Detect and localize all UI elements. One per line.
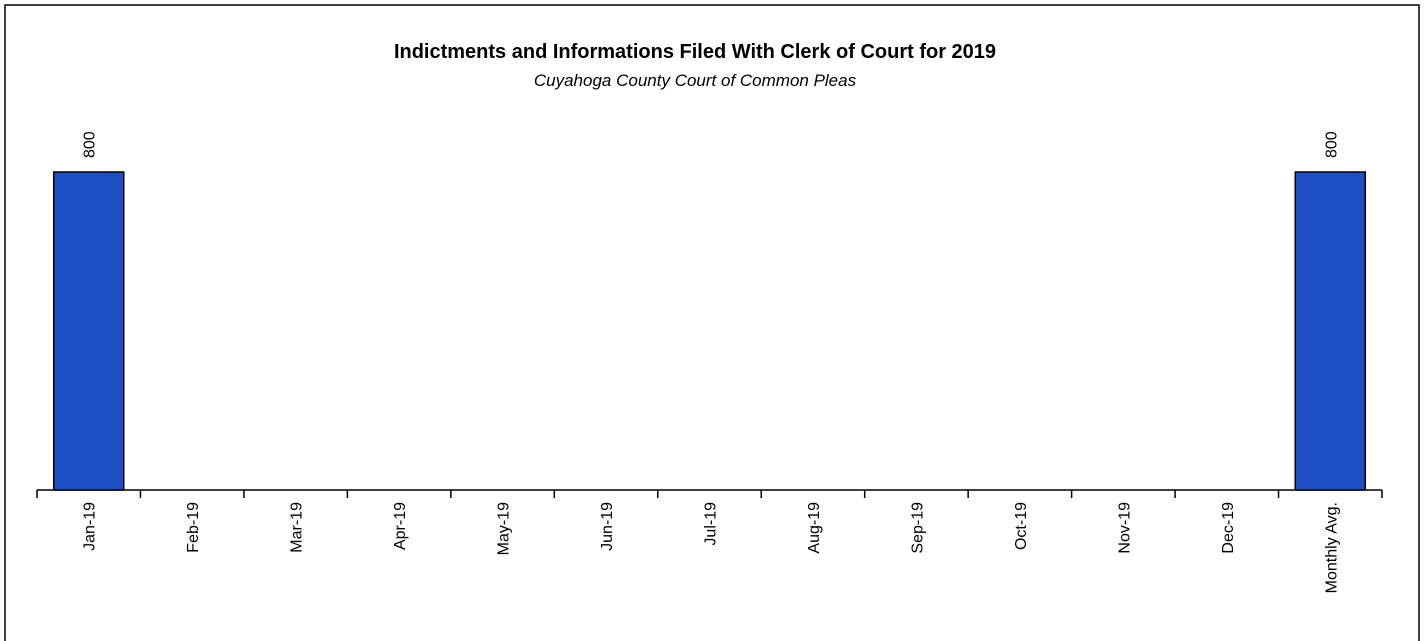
x-tick-label: Dec-19	[1220, 502, 1237, 554]
bar	[52, 171, 125, 491]
x-tick-label: Jul-19	[703, 502, 720, 546]
x-tick-label: Oct-19	[1013, 502, 1030, 550]
x-tick-label: Feb-19	[185, 502, 202, 553]
data-label: 800	[1323, 131, 1340, 158]
x-tick-label: Mar-19	[289, 502, 306, 553]
x-tick-label: Jun-19	[599, 502, 616, 551]
x-tick-label: Jan-19	[82, 502, 99, 551]
chart-subtitle: Cuyahoga County Court of Common Pleas	[534, 71, 857, 90]
bar	[1294, 171, 1367, 491]
x-tick-label: Apr-19	[392, 502, 409, 550]
x-tick-label: May-19	[496, 502, 513, 555]
x-tick-label: Nov-19	[1116, 502, 1133, 554]
chart-title: Indictments and Informations Filed With …	[394, 41, 996, 63]
x-tick-label: Sep-19	[909, 502, 926, 554]
data-label: 800	[82, 131, 99, 158]
x-tick-label: Aug-19	[806, 502, 823, 554]
x-tick-label: Monthly Avg.	[1323, 502, 1340, 593]
frame	[4, 4, 1420, 641]
